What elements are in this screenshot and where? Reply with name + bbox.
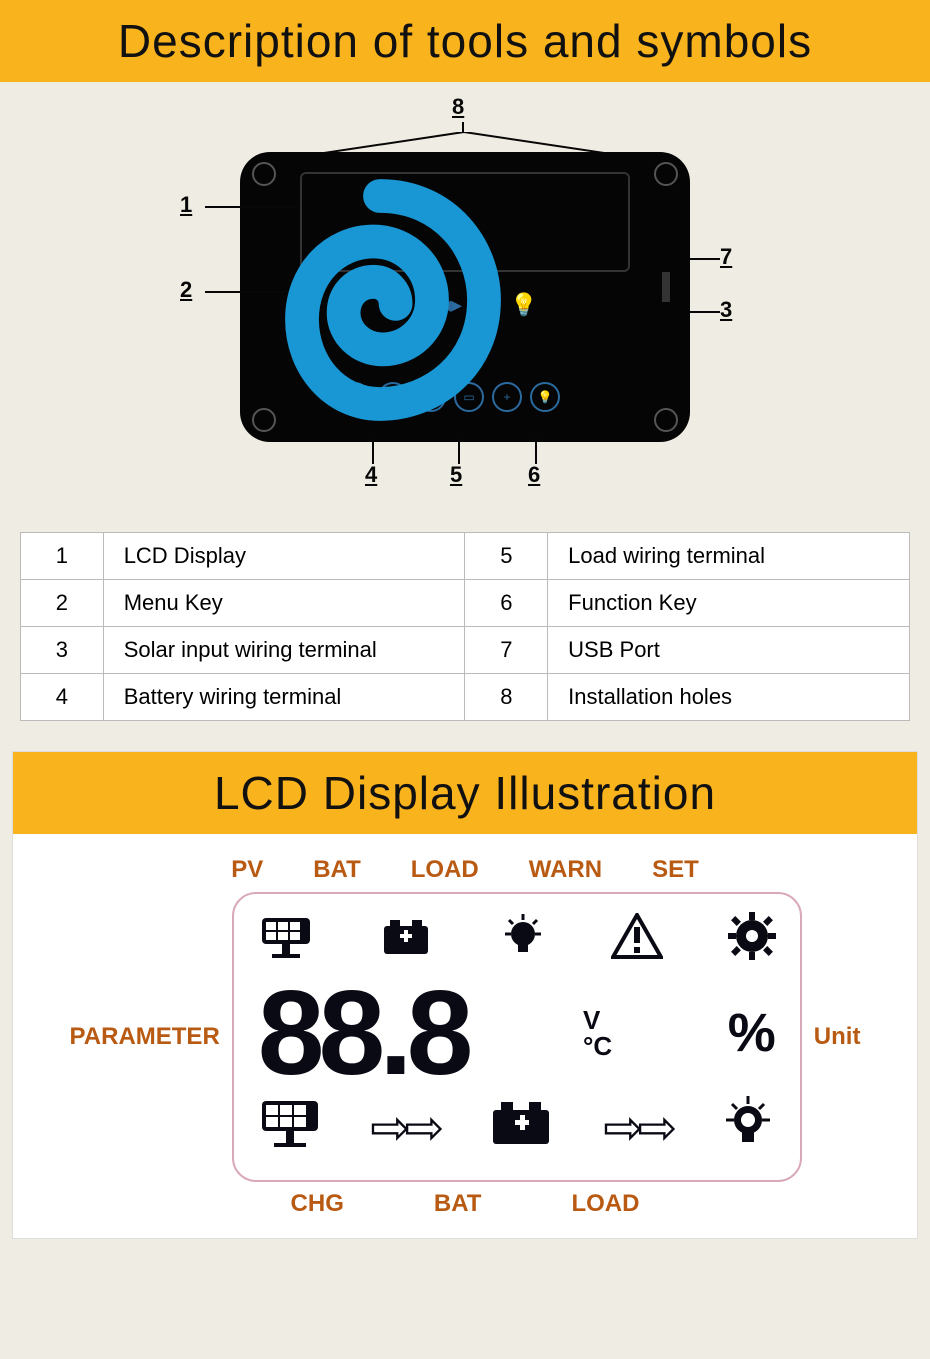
- legend-table: 1 LCD Display 5 Load wiring terminal 2 M…: [20, 532, 910, 721]
- callout-7: 7: [720, 244, 732, 270]
- label-set: SET: [652, 856, 699, 884]
- install-hole-icon: [654, 408, 678, 432]
- callout-4: 4: [365, 462, 377, 488]
- callout-8: 8: [452, 94, 464, 120]
- legend-num: 2: [21, 580, 104, 627]
- label-unit: Unit: [814, 1023, 861, 1051]
- table-row: 3 Solar input wiring terminal 7 USB Port: [21, 627, 910, 674]
- lead-line: [690, 311, 720, 313]
- lead-line: [205, 291, 285, 293]
- label-bat: BAT: [313, 856, 361, 884]
- legend-num: 4: [21, 674, 104, 721]
- callout-2: 2: [180, 277, 192, 303]
- legend-num: 8: [465, 674, 548, 721]
- install-hole-icon: [654, 162, 678, 186]
- bulb-icon: [499, 912, 547, 972]
- legend-label: Menu Key: [103, 580, 465, 627]
- solar-panel-icon: [258, 914, 314, 970]
- device-body: ◂▸ 💡 + ☀ + ▭ + 💡: [240, 152, 690, 442]
- legend-label: Installation holes: [548, 674, 910, 721]
- legend-num: 7: [465, 627, 548, 674]
- callout-1: 1: [180, 192, 192, 218]
- header-banner-1: Description of tools and symbols: [0, 0, 930, 82]
- unit-c: °C: [583, 1033, 612, 1059]
- legend-label: Battery wiring terminal: [103, 674, 465, 721]
- device-diagram: 8 ◂▸ 💡 + ☀ + ▭ + 💡 1 2 7 3 4 5 6: [0, 82, 930, 512]
- usb-port-icon: [662, 272, 670, 302]
- bulb-icon: [720, 1094, 776, 1162]
- lcd-display-box: 88.8 V °C % ⇨⇨ ⇨⇨: [232, 892, 802, 1182]
- callout-5: 5: [450, 462, 462, 488]
- legend-num: 5: [465, 533, 548, 580]
- legend-label: USB Port: [548, 627, 910, 674]
- unit-v: V: [583, 1007, 612, 1033]
- table-row: 2 Menu Key 6 Function Key: [21, 580, 910, 627]
- legend-num: 6: [465, 580, 548, 627]
- label-parameter: PARAMETER: [70, 1023, 220, 1051]
- label-pv: PV: [231, 856, 263, 884]
- lcd-section: LCD Display Illustration PV BAT LOAD WAR…: [12, 751, 918, 1239]
- callout-6: 6: [528, 462, 540, 488]
- arrow-icon: ⇨⇨: [370, 1100, 438, 1156]
- function-key-icon: 💡: [510, 292, 537, 318]
- callout-3: 3: [720, 297, 732, 323]
- lcd-top-labels: PV BAT LOAD WARN SET: [13, 856, 917, 884]
- swirl-logo-icon: [250, 170, 510, 430]
- segment-display: 88.8: [258, 973, 468, 1093]
- unit-vc: V °C: [583, 1007, 612, 1059]
- lead-line: [205, 206, 299, 208]
- arrow-icon: ⇨⇨: [603, 1100, 671, 1156]
- gear-icon: [728, 912, 776, 972]
- lead-line: [690, 258, 720, 260]
- solar-panel-icon: [258, 1097, 322, 1159]
- legend-num: 3: [21, 627, 104, 674]
- label-chg: CHG: [291, 1190, 344, 1218]
- legend-label: Function Key: [548, 580, 910, 627]
- unit-percent: %: [728, 1002, 776, 1064]
- header-banner-2: LCD Display Illustration: [13, 752, 917, 834]
- label-bat2: BAT: [434, 1190, 482, 1218]
- battery-icon: [487, 1096, 555, 1160]
- lead-line: [458, 436, 460, 464]
- lead-line: [372, 436, 374, 464]
- table-row: 4 Battery wiring terminal 8 Installation…: [21, 674, 910, 721]
- battery-icon: [378, 914, 434, 970]
- lcd-bottom-labels: CHG BAT LOAD: [13, 1190, 917, 1218]
- label-load: LOAD: [411, 856, 479, 884]
- label-load2: LOAD: [571, 1190, 639, 1218]
- lead-line: [462, 122, 464, 132]
- label-warn: WARN: [529, 856, 602, 884]
- legend-label: Load wiring terminal: [548, 533, 910, 580]
- legend-label: LCD Display: [103, 533, 465, 580]
- lead-line: [535, 436, 537, 464]
- table-row: 1 LCD Display 5 Load wiring terminal: [21, 533, 910, 580]
- warning-icon: [611, 913, 663, 971]
- legend-label: Solar input wiring terminal: [103, 627, 465, 674]
- terminal-icon: 💡: [530, 382, 560, 412]
- legend-num: 1: [21, 533, 104, 580]
